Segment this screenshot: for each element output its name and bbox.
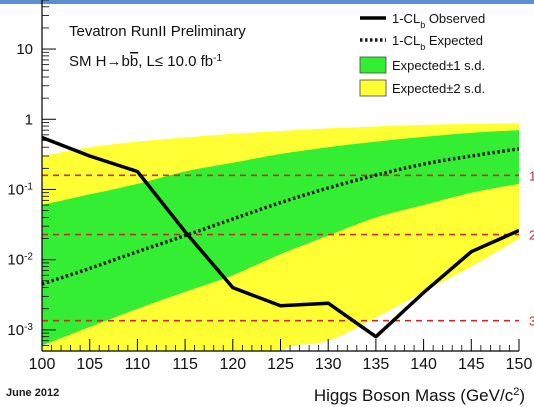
y-tick-label: 10: [16, 41, 33, 58]
axes: 100 105 110 115 120 125 130 135 140 145 15010-310-…: [7, 0, 532, 373]
y-tick-label: 10-2: [7, 251, 33, 269]
x-tick-label: 120: [219, 356, 246, 373]
x-tick-label: 115: [172, 356, 198, 373]
x-tick-label: 100: [29, 356, 56, 373]
y-tick-label: 10-3: [7, 321, 33, 339]
legend: 1-CLb Observed 1-CLb Expected Expected±1 s…: [359, 11, 485, 97]
x-tick-label: 130: [315, 356, 342, 373]
legend-observed-label: 1-CLb Observed: [392, 11, 485, 30]
legend-band2-label: Expected±2 s.d.: [392, 81, 485, 96]
chart-title: Tevatron RunII Preliminary: [69, 23, 246, 40]
legend-band2-swatch: [359, 79, 387, 97]
sigma-label-1: 1: [529, 168, 534, 183]
x-tick-label: 105: [76, 356, 103, 373]
one-sigma-band: [42, 130, 519, 346]
x-tick-label: 150: [506, 356, 533, 373]
series-layer: [42, 135, 519, 339]
y-tick-label: 1: [25, 111, 33, 128]
x-tick-label: 125: [267, 356, 294, 373]
expected-line: [42, 147, 519, 286]
x-axis-label: Higgs Boson Mass (GeV/c2): [314, 386, 525, 405]
x-tick-label: 110: [125, 356, 151, 373]
chart-subtitle: SM H→bb, L≤ 10.0 fb-1: [69, 53, 222, 71]
bands-layer: [42, 123, 519, 351]
x-tick-label: 145: [458, 356, 485, 373]
x-tick-label: 135: [363, 356, 390, 373]
x-tick-label: 140: [410, 356, 437, 373]
y-tick-label: 10-1: [7, 181, 33, 199]
sigma-lines: 1 2 3: [42, 168, 534, 329]
footer-date: June 2012: [6, 387, 60, 399]
legend-band1-label: Expected±1 s.d.: [392, 58, 485, 73]
observed-line: [42, 135, 519, 339]
sigma-label-2: 2: [529, 228, 534, 243]
legend-expected-label: 1-CLb Expected: [392, 33, 483, 52]
sigma-label-3: 3: [529, 314, 534, 329]
legend-band1-swatch: [359, 56, 387, 74]
window-top-bar: [0, 0, 534, 4]
